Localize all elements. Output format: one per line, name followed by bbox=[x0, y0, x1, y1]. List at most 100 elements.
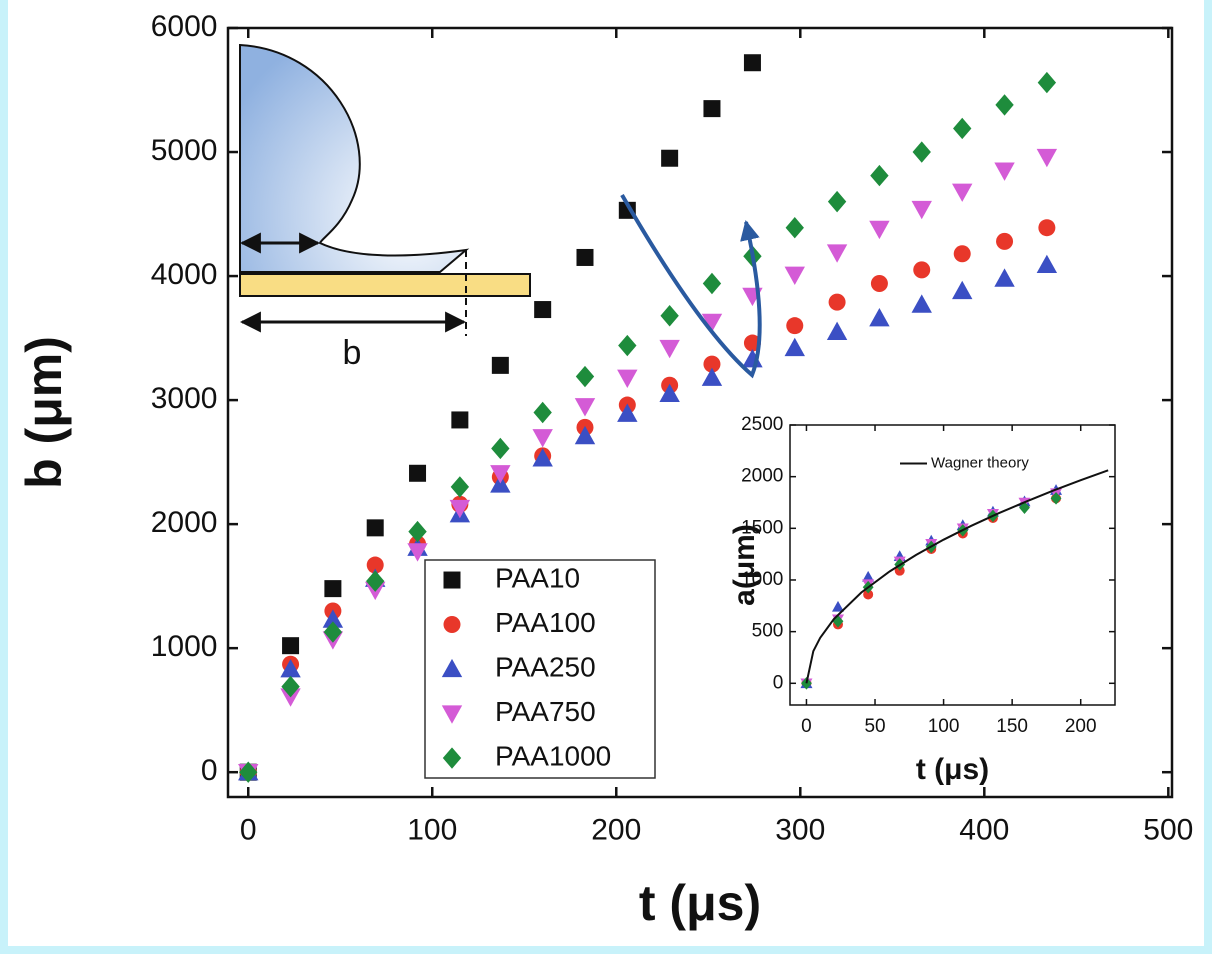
x-tick-label: 400 bbox=[959, 813, 1009, 846]
x-axis-title: t (μs) bbox=[916, 753, 989, 786]
marker-triangle-up bbox=[784, 337, 805, 357]
legend-label: PAA1000 bbox=[495, 740, 611, 771]
substrate bbox=[239, 273, 531, 297]
marker-triangle-down bbox=[574, 398, 596, 417]
marker-triangle-down bbox=[407, 543, 428, 562]
marker-triangle-down bbox=[617, 369, 638, 388]
marker-square bbox=[703, 100, 721, 118]
marker-circle bbox=[996, 232, 1014, 250]
marker-circle bbox=[863, 589, 874, 600]
fit-line bbox=[805, 469, 1109, 684]
y-tick-label: 500 bbox=[752, 621, 784, 642]
axes-frame bbox=[789, 424, 1116, 706]
y-tick-label: 3000 bbox=[151, 382, 218, 415]
marker-diamond bbox=[1050, 492, 1062, 505]
drop-diagram bbox=[239, 43, 531, 336]
marker-triangle-up bbox=[994, 268, 1015, 287]
marker-circle bbox=[786, 317, 804, 335]
marker-circle bbox=[703, 355, 721, 373]
marker-triangle-up bbox=[574, 425, 596, 445]
x-axis-title: t (μs) bbox=[639, 875, 761, 931]
marker-diamond bbox=[239, 761, 258, 783]
marker-triangle-up bbox=[911, 294, 932, 313]
x-tick-label: 100 bbox=[407, 813, 457, 846]
legend-box bbox=[424, 559, 656, 779]
marker-triangle-down bbox=[1036, 148, 1058, 168]
marker-triangle-up bbox=[952, 280, 973, 300]
marker-diamond bbox=[533, 401, 552, 424]
y-tick-label: 2500 bbox=[741, 414, 783, 435]
marker-diamond bbox=[442, 747, 462, 769]
marker-triangle-up bbox=[831, 600, 844, 612]
marker-square bbox=[743, 54, 761, 72]
y-axis-title: a(μm) bbox=[728, 524, 761, 606]
marker-triangle-down bbox=[869, 220, 890, 240]
legend-label: PAA750 bbox=[495, 696, 596, 727]
legend-label: PAA100 bbox=[495, 607, 596, 638]
y-tick-label: 0 bbox=[201, 754, 218, 787]
marker-diamond bbox=[450, 476, 470, 498]
marker-triangle-up bbox=[617, 403, 638, 422]
marker-triangle-up bbox=[532, 448, 553, 467]
marker-triangle-up bbox=[862, 570, 875, 582]
marker-square bbox=[409, 464, 427, 482]
inset-background bbox=[790, 425, 1115, 705]
marker-triangle-up bbox=[280, 659, 301, 678]
marker-triangle-up bbox=[659, 383, 680, 403]
marker-square bbox=[576, 248, 594, 266]
marker-diamond bbox=[912, 141, 931, 163]
marker-circle bbox=[443, 616, 461, 634]
marker-triangle-down bbox=[441, 705, 463, 724]
axes-frame bbox=[226, 26, 1174, 799]
marker-diamond bbox=[1037, 71, 1057, 94]
marker-triangle-up bbox=[1036, 254, 1058, 274]
marker-circle bbox=[913, 261, 931, 279]
marker-square bbox=[366, 519, 384, 537]
marker-diamond bbox=[702, 272, 722, 295]
marker-triangle-down bbox=[911, 200, 932, 220]
marker-diamond bbox=[660, 305, 679, 327]
marker-triangle-down bbox=[784, 266, 805, 286]
marker-circle bbox=[828, 293, 846, 311]
marker-triangle-down bbox=[449, 499, 471, 519]
marker-diamond bbox=[323, 621, 343, 643]
marker-circle bbox=[870, 275, 888, 293]
marker-diamond bbox=[870, 164, 889, 187]
marker-square bbox=[661, 149, 679, 167]
y-tick-label: 4000 bbox=[151, 258, 218, 291]
legend-label: Wagner theory bbox=[931, 454, 1029, 471]
marker-triangle-down bbox=[952, 183, 973, 202]
marker-triangle-up bbox=[441, 658, 463, 678]
marker-square bbox=[324, 580, 342, 598]
marker-diamond bbox=[408, 520, 427, 543]
y-axis-title: b (μm) bbox=[16, 336, 72, 489]
y-tick-label: 2000 bbox=[741, 466, 783, 487]
marker-triangle-up bbox=[869, 308, 890, 327]
y-tick-label: 5000 bbox=[151, 134, 218, 167]
y-tick-label: 1500 bbox=[741, 517, 783, 538]
drop-shape bbox=[239, 43, 470, 273]
marker-diamond bbox=[1019, 501, 1030, 514]
x-tick-label: 200 bbox=[591, 813, 641, 846]
marker-diamond bbox=[953, 117, 972, 140]
marker-triangle-down bbox=[994, 162, 1015, 181]
x-tick-label: 500 bbox=[1143, 813, 1193, 846]
y-tick-label: 0 bbox=[773, 672, 784, 693]
main-chart: 0 100 200 300 400 500010002000300040005000600… bbox=[16, 10, 1193, 931]
y-tick-label: 6000 bbox=[151, 10, 218, 43]
legend-label: PAA250 bbox=[495, 651, 596, 682]
marker-diamond bbox=[618, 334, 637, 357]
trend-arrow bbox=[620, 193, 762, 379]
marker-triangle-down bbox=[659, 339, 680, 359]
marker-square bbox=[443, 571, 461, 589]
y-tick-label: 1000 bbox=[741, 569, 783, 590]
x-tick-label: 50 bbox=[864, 716, 885, 737]
marker-diamond bbox=[785, 216, 804, 239]
legend-label: PAA10 bbox=[495, 562, 580, 593]
marker-triangle-down bbox=[490, 465, 511, 484]
marker-triangle-down bbox=[532, 429, 553, 448]
marker-triangle-up bbox=[701, 367, 723, 386]
x-tick-label: 0 bbox=[801, 716, 812, 737]
